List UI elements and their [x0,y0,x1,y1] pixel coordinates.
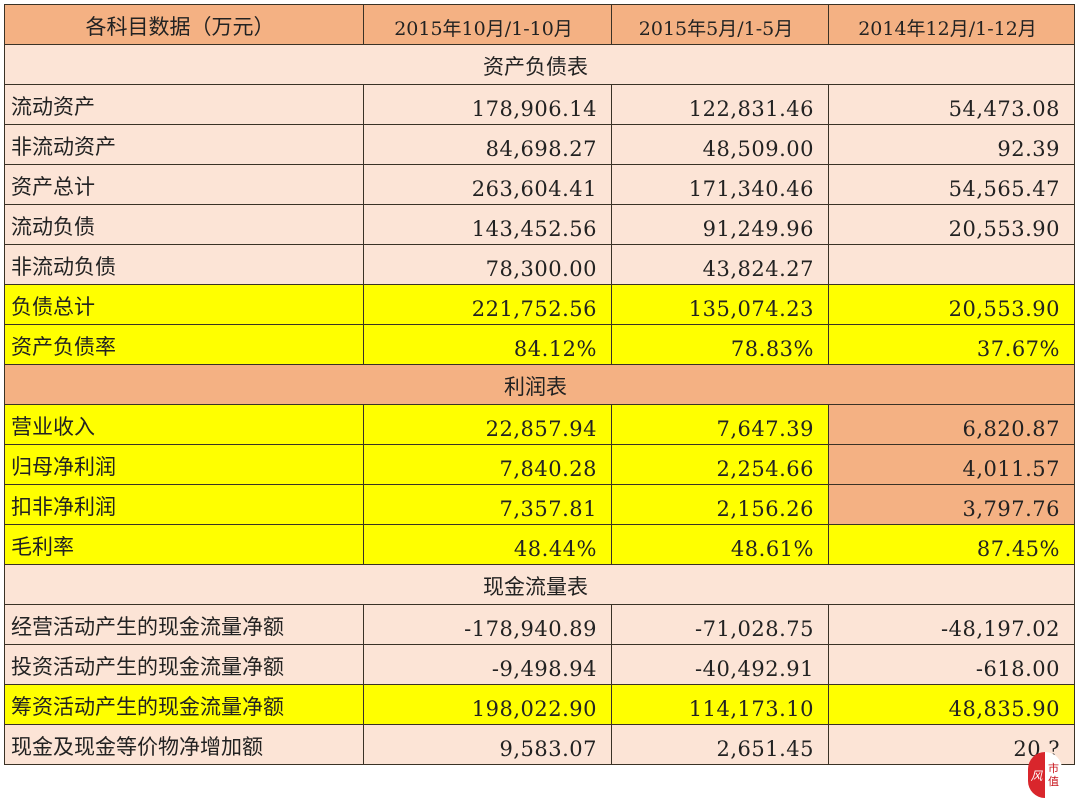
row-label: 营业收入 [4,404,364,445]
table-row-highlighted: 资产负债率 84.12% 78.83% 37.67% [4,324,1075,365]
section-row-balance: 资产负债表 [4,44,1075,85]
cell-value: 48,509.00 [611,124,829,165]
header-period-2015-10: 2015年10月/1-10月 [363,4,612,45]
section-row-cashflow: 现金流量表 [4,564,1075,605]
cell-value: 6,820.87 [828,404,1075,445]
cell-value: -71,028.75 [611,604,829,645]
row-label: 归母净利润 [4,444,364,485]
table-row: 归母净利润 7,840.28 2,254.66 4,011.57 [4,444,1075,485]
watermark-logo-icon: 风 市 值 [1028,752,1062,798]
cell-value: 48.44% [363,524,612,565]
cell-value: 3,797.76 [828,484,1075,525]
table-row-highlighted: 负债总计 221,752.56 135,074.23 20,553.90 [4,284,1075,325]
cell-value: 37.67% [828,324,1075,365]
header-row: 各科目数据（万元） 2015年10月/1-10月 2015年5月/1-5月 20… [4,4,1075,45]
table-row: 营业收入 22,857.94 7,647.39 6,820.87 [4,404,1075,445]
table-row: 非流动资产 84,698.27 48,509.00 92.39 [4,124,1075,165]
table-row: 经营活动产生的现金流量净额 -178,940.89 -71,028.75 -48… [4,604,1075,645]
logo-glyph: 市 [1048,762,1059,775]
cell-value: 78,300.00 [363,244,612,285]
cell-value: 20,553.90 [828,284,1075,325]
cell-value: 171,340.46 [611,164,829,205]
row-label: 投资活动产生的现金流量净额 [4,644,364,685]
cell-value: 2,254.66 [611,444,829,485]
table-row: 资产总计 263,604.41 171,340.46 54,565.47 [4,164,1075,205]
row-label: 现金及现金等价物净增加额 [4,724,364,765]
cell-value: 48.61% [611,524,829,565]
header-item-column: 各科目数据（万元） [4,4,364,45]
row-label: 筹资活动产生的现金流量净额 [4,684,364,725]
row-label: 毛利率 [4,524,364,565]
cell-value: 7,357.81 [363,484,612,525]
row-label: 资产总计 [4,164,364,205]
logo-left-glyph: 风 [1028,752,1045,798]
row-label: 非流动资产 [4,124,364,165]
cell-value: 122,831.46 [611,84,829,125]
cell-value: 22,857.94 [363,404,612,445]
cell-value: 92.39 [828,124,1075,165]
cell-value: 91,249.96 [611,204,829,245]
cell-value: 7,647.39 [611,404,829,445]
logo-right: 市 值 [1045,752,1062,798]
row-label: 负债总计 [4,284,364,325]
cell-value-empty [828,244,1075,285]
cell-value: 43,824.27 [611,244,829,285]
cell-value: 84.12% [363,324,612,365]
table-row: 投资活动产生的现金流量净额 -9,498.94 -40,492.91 -618.… [4,644,1075,685]
row-label: 非流动负债 [4,244,364,285]
row-label: 流动负债 [4,204,364,245]
cell-value: 48,835.90 [828,684,1075,725]
cell-value: 263,604.41 [363,164,612,205]
cell-value: 2,651.45 [611,724,829,765]
cell-value: 54,565.47 [828,164,1075,205]
cell-value: -40,492.91 [611,644,829,685]
table-row-highlighted: 毛利率 48.44% 48.61% 87.45% [4,524,1075,565]
cell-value: 20,553.90 [828,204,1075,245]
table-row: 流动资产 178,906.14 122,831.46 54,473.08 [4,84,1075,125]
financial-data-table: 各科目数据（万元） 2015年10月/1-10月 2015年5月/1-5月 20… [4,4,1075,765]
cell-value: 143,452.56 [363,204,612,245]
section-title-cash-flow-statement: 现金流量表 [4,564,1075,605]
cell-value: 135,074.23 [611,284,829,325]
cell-value: -48,197.02 [828,604,1075,645]
header-period-2015-05: 2015年5月/1-5月 [611,4,829,45]
row-label: 扣非净利润 [4,484,364,525]
section-row-income: 利润表 [4,364,1075,405]
cell-value: -9,498.94 [363,644,612,685]
cell-value: 84,698.27 [363,124,612,165]
cell-value: -618.00 [828,644,1075,685]
cell-value: 78.83% [611,324,829,365]
row-label: 流动资产 [4,84,364,125]
table-row: 现金及现金等价物净增加额 9,583.07 2,651.45 20.? [4,724,1075,765]
cell-value: 54,473.08 [828,84,1075,125]
section-title-balance-sheet: 资产负债表 [4,44,1075,85]
cell-value: 198,022.90 [363,684,612,725]
cell-value: 7,840.28 [363,444,612,485]
row-label: 经营活动产生的现金流量净额 [4,604,364,645]
cell-value: 178,906.14 [363,84,612,125]
logo-glyph: 值 [1048,775,1059,788]
cell-value: 4,011.57 [828,444,1075,485]
cell-value: 114,173.10 [611,684,829,725]
row-label: 资产负债率 [4,324,364,365]
cell-value: -178,940.89 [363,604,612,645]
table-row-highlighted: 筹资活动产生的现金流量净额 198,022.90 114,173.10 48,8… [4,684,1075,725]
header-period-2014-12: 2014年12月/1-12月 [828,4,1075,45]
cell-value: 2,156.26 [611,484,829,525]
cell-value: 9,583.07 [363,724,612,765]
cell-value: 87.45% [828,524,1075,565]
table-row: 流动负债 143,452.56 91,249.96 20,553.90 [4,204,1075,245]
table-row: 扣非净利润 7,357.81 2,156.26 3,797.76 [4,484,1075,525]
section-title-income-statement: 利润表 [4,364,1075,405]
cell-value: 221,752.56 [363,284,612,325]
table-row: 非流动负债 78,300.00 43,824.27 [4,244,1075,285]
